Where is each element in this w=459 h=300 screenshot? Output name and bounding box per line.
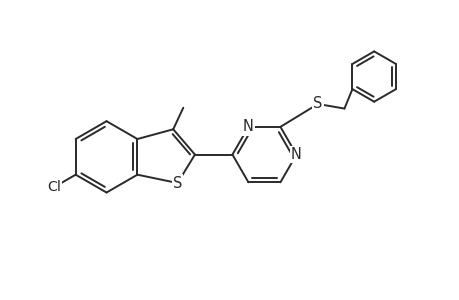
Text: Cl: Cl: [47, 180, 61, 194]
Text: N: N: [242, 119, 253, 134]
Text: S: S: [313, 97, 322, 112]
Text: S: S: [173, 176, 182, 190]
Text: N: N: [291, 147, 301, 162]
